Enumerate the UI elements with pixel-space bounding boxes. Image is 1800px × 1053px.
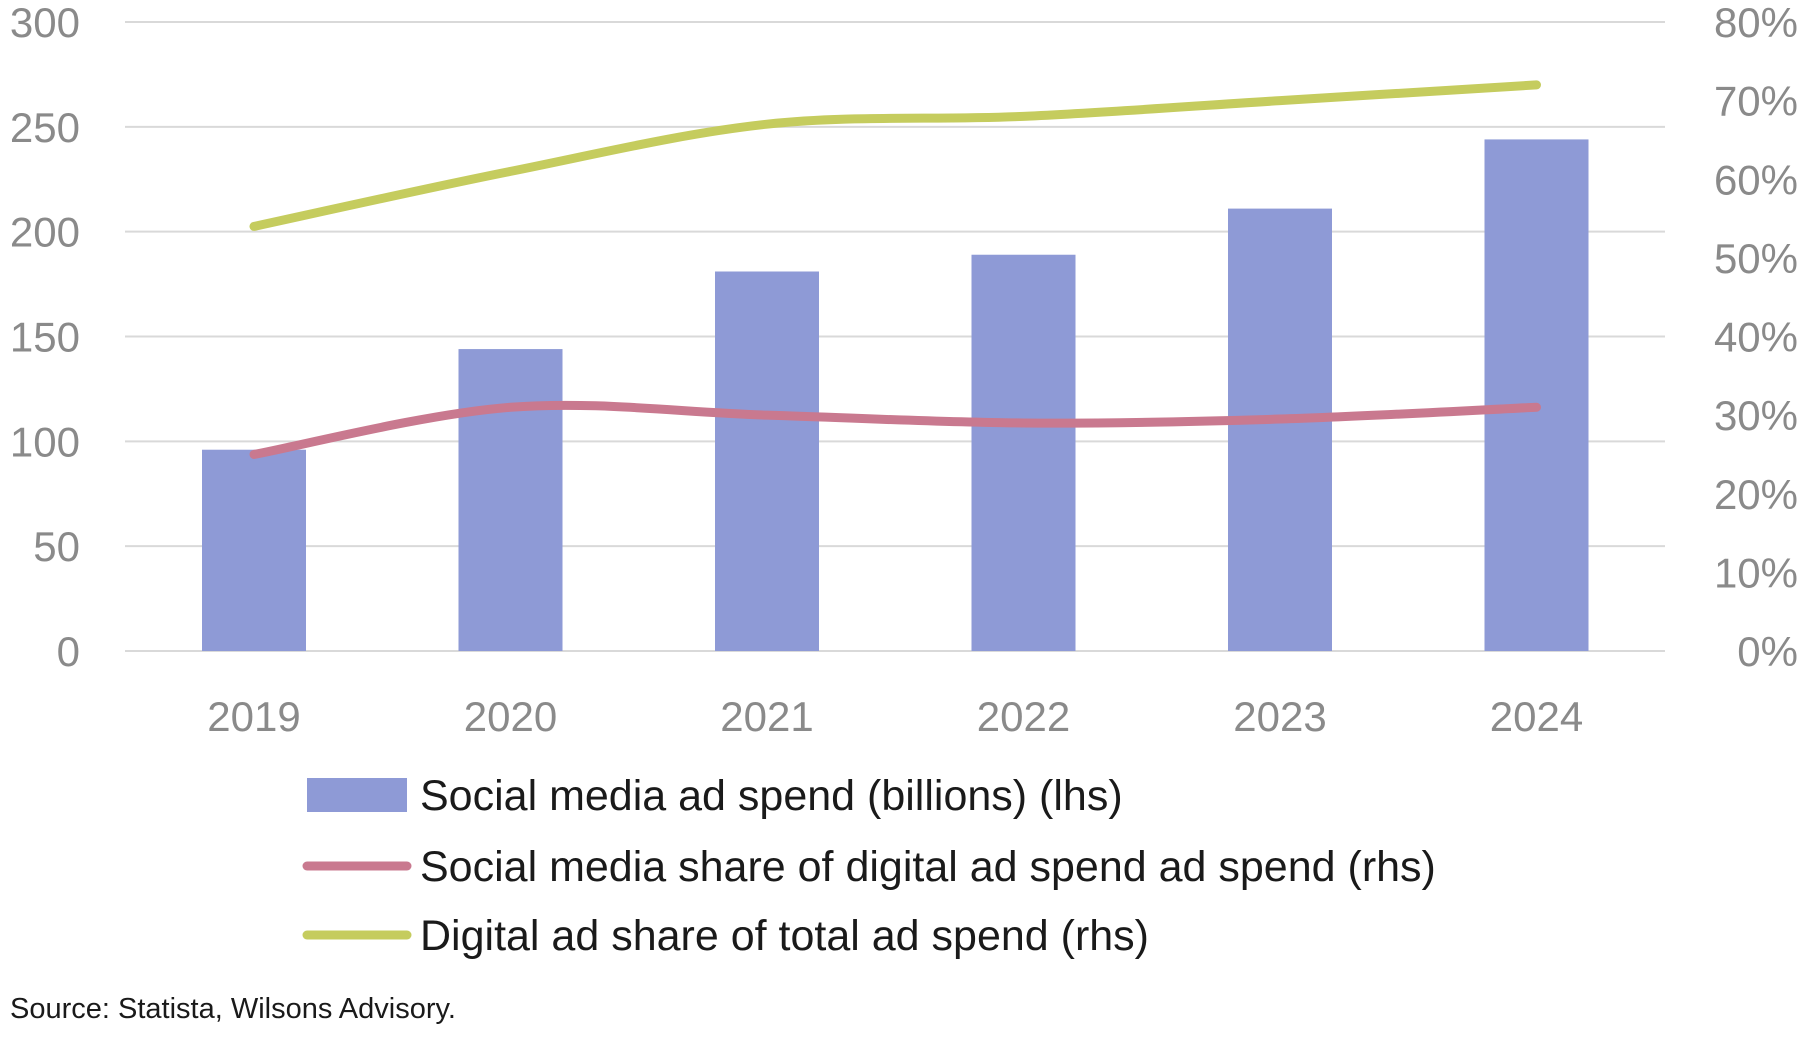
bar (971, 254, 1076, 652)
bar (1484, 139, 1589, 651)
line-series (249, 80, 1541, 459)
left-tick-label: 300 (10, 0, 80, 46)
source-note: Source: Statista, Wilsons Advisory. (10, 993, 456, 1025)
bar (715, 271, 819, 651)
legend-swatch-bar (307, 778, 407, 812)
x-tick-label: 2024 (1490, 693, 1583, 740)
series-line-2 (249, 80, 1541, 231)
right-tick-label: 30% (1714, 392, 1798, 439)
left-tick-label: 0 (57, 628, 80, 675)
right-tick-label: 10% (1714, 549, 1798, 596)
right-tick-label: 0% (1737, 628, 1798, 675)
left-tick-label: 200 (10, 209, 80, 256)
x-tick-label: 2021 (720, 693, 813, 740)
x-axis-ticks: 2019 2020 2021 2022 2023 2024 (207, 693, 1583, 740)
legend-label: Social media ad spend (billions) (lhs) (420, 772, 1123, 820)
right-axis-ticks: 0% 10% 20% 30% 40% 50% 60% 70% 80% (1714, 0, 1798, 675)
x-tick-label: 2019 (207, 693, 300, 740)
bar (458, 349, 563, 651)
left-tick-label: 100 (10, 418, 80, 465)
x-tick-label: 2023 (1233, 693, 1326, 740)
bar (1228, 208, 1332, 651)
right-tick-label: 50% (1714, 235, 1798, 282)
legend-label: Social media share of digital ad spend a… (420, 843, 1436, 891)
bar-series (202, 139, 1589, 652)
right-tick-label: 60% (1714, 156, 1798, 203)
gridlines (125, 21, 1665, 652)
left-tick-label: 150 (10, 314, 80, 361)
left-axis-ticks: 0 50 100 150 200 250 300 (10, 0, 80, 675)
legend: Social media ad spend (billions) (lhs) So… (302, 772, 1436, 960)
left-tick-label: 50 (33, 523, 80, 570)
right-tick-label: 40% (1714, 314, 1798, 361)
series-line-1 (249, 400, 1541, 459)
right-tick-label: 20% (1714, 471, 1798, 518)
x-tick-label: 2022 (977, 693, 1070, 740)
right-tick-label: 80% (1714, 0, 1798, 46)
x-tick-label: 2020 (464, 693, 557, 740)
left-tick-label: 250 (10, 104, 80, 151)
right-tick-label: 70% (1714, 78, 1798, 125)
legend-label: Digital ad share of total ad spend (rhs) (420, 912, 1149, 960)
bar (202, 449, 306, 651)
